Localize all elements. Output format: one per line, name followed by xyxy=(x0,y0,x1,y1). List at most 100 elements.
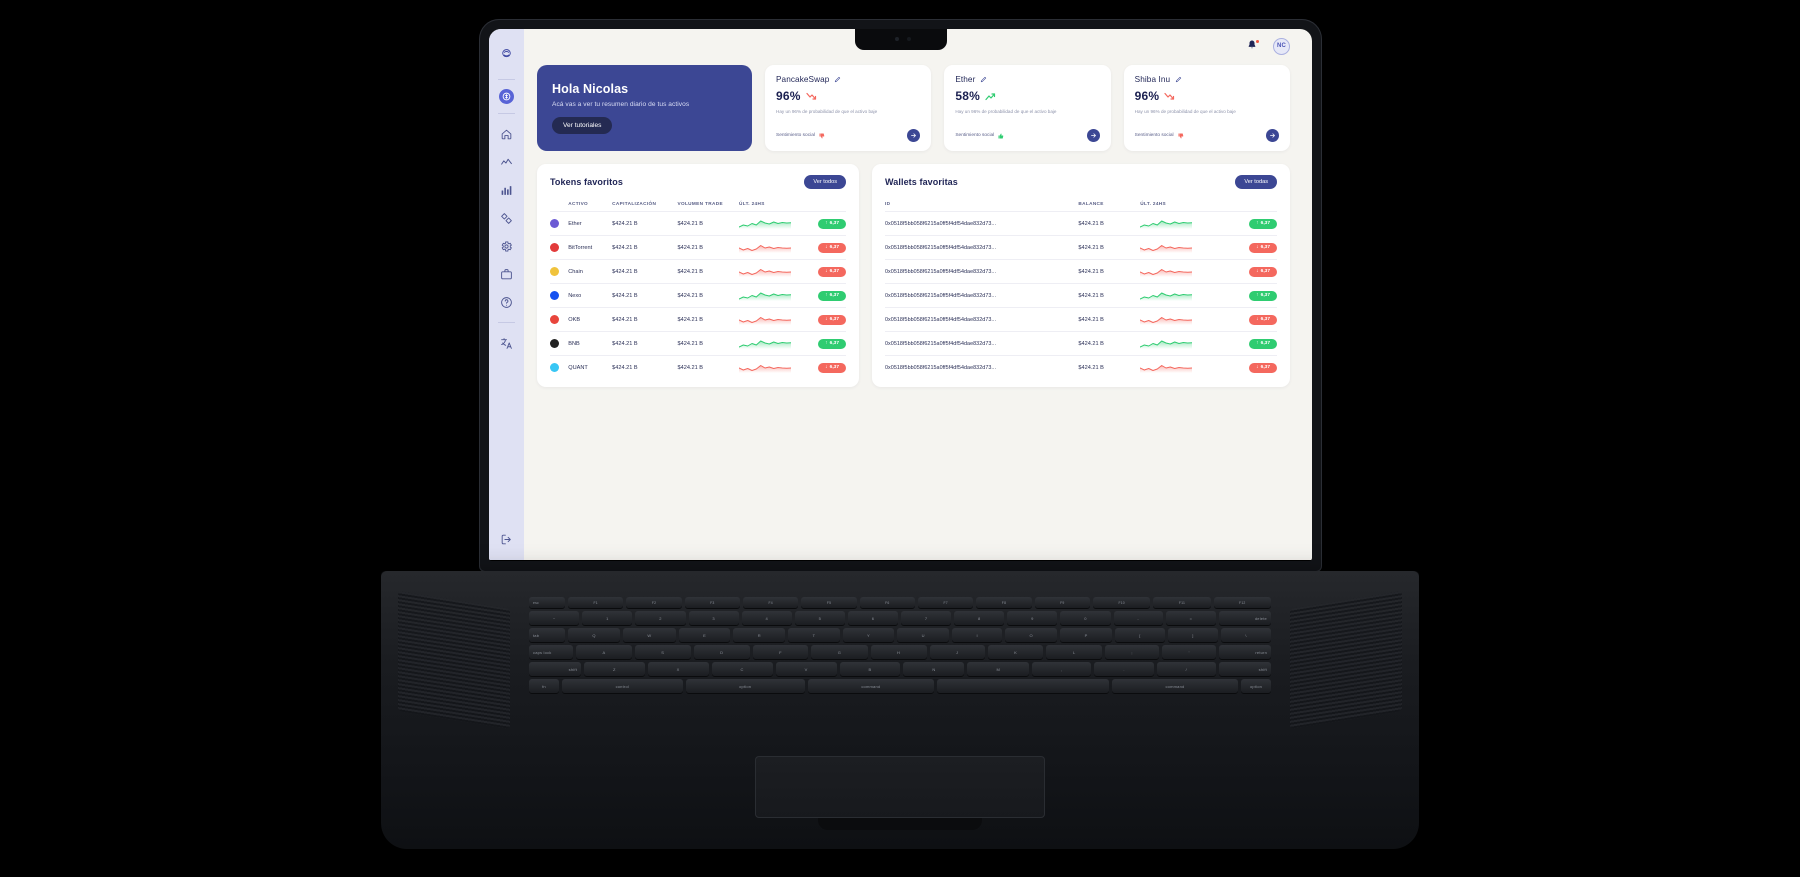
keyboard-key[interactable]: F3 xyxy=(684,597,740,608)
sidebar-item-portfolio[interactable] xyxy=(496,263,518,285)
stat-card-action-button[interactable] xyxy=(907,129,921,142)
sidebar-item-statistics[interactable] xyxy=(496,179,518,201)
keyboard-key[interactable]: F9 xyxy=(1034,597,1090,608)
keyboard-key[interactable]: W xyxy=(623,628,676,642)
keyboard-key[interactable]: tab xyxy=(528,628,565,642)
keyboard-key[interactable]: 7 xyxy=(901,611,952,625)
sidebar-item-trends[interactable] xyxy=(496,151,518,173)
table-row[interactable]: BitTorrent $424.21 B $424.21 B ↓ 6,37 xyxy=(550,235,846,260)
sidebar-item-help[interactable] xyxy=(496,291,518,313)
arrow-right-icon[interactable] xyxy=(1269,132,1276,139)
keyboard-key[interactable]: F2 xyxy=(626,597,682,608)
table-row[interactable]: 0x0518f5bb058f6215a0ff5f4df54dae832d73..… xyxy=(885,307,1277,332)
keyboard-key[interactable]: command xyxy=(807,679,934,693)
keyboard-key[interactable]: F7 xyxy=(917,597,974,608)
keyboard-key[interactable]: shift xyxy=(1218,662,1271,676)
keyboard-key[interactable]: M xyxy=(967,662,1030,676)
table-row[interactable]: 0x0518f5bb058f6215a0ff5f4df54dae832d73..… xyxy=(885,211,1277,236)
keyboard-key[interactable]: ] xyxy=(1167,628,1218,642)
keyboard-key[interactable]: delete xyxy=(1218,611,1271,625)
keyboard-key[interactable]: S xyxy=(634,645,691,659)
pencil-icon[interactable] xyxy=(980,76,987,83)
keyboard-key[interactable]: shift xyxy=(529,662,582,676)
stat-card-action-button[interactable] xyxy=(1265,129,1279,142)
keyboard-key[interactable]: F12 xyxy=(1213,597,1271,608)
bell-icon[interactable] xyxy=(1246,39,1260,53)
table-row[interactable]: OKB $424.21 B $424.21 B ↓ 6,37 xyxy=(550,307,846,332)
keyboard-key[interactable]: N xyxy=(903,662,965,676)
pencil-icon[interactable] xyxy=(1175,76,1182,83)
table-row[interactable]: BNB $424.21 B $424.21 B ↑ 6,37 xyxy=(550,331,846,356)
keyboard-key[interactable]: F10 xyxy=(1092,597,1151,608)
keyboard-key[interactable]: - xyxy=(1113,611,1163,625)
keyboard-key[interactable]: Y xyxy=(842,628,895,642)
sidebar-item-settings[interactable] xyxy=(496,235,518,257)
tokens-view-all-button[interactable]: Ver todos xyxy=(804,175,846,189)
pencil-icon[interactable] xyxy=(834,76,841,83)
keyboard-key[interactable]: V xyxy=(775,662,837,676)
table-row[interactable]: 0x0518f5bb058f6215a0ff5f4df54dae832d73..… xyxy=(885,283,1277,308)
keyboard-key[interactable]: U xyxy=(897,628,950,642)
keyboard-key[interactable]: G xyxy=(811,645,868,659)
keyboard-key[interactable]: F4 xyxy=(743,597,799,608)
keyboard-key[interactable]: , xyxy=(1032,662,1092,676)
keyboard-key[interactable]: P xyxy=(1060,628,1112,642)
keyboard-key[interactable]: ' xyxy=(1162,645,1217,659)
keyboard-key[interactable]: 0 xyxy=(1060,611,1111,625)
keyboard-key[interactable]: option xyxy=(1241,679,1272,693)
keyboard-key[interactable]: 8 xyxy=(954,611,1005,625)
table-row[interactable]: 0x0518f5bb058f6215a0ff5f4df54dae832d73..… xyxy=(885,355,1277,379)
keyboard-key[interactable]: control xyxy=(562,679,683,693)
keyboard-key[interactable]: 2 xyxy=(635,611,686,625)
keyboard-key[interactable]: F1 xyxy=(568,597,624,608)
table-row[interactable]: QUANT $424.21 B $424.21 B ↓ 6,37 xyxy=(550,355,846,379)
keyboard-key[interactable]: = xyxy=(1165,611,1216,625)
sidebar-item-language[interactable] xyxy=(496,332,518,354)
keyboard-key[interactable]: 3 xyxy=(688,611,739,625)
keyboard-key[interactable]: option xyxy=(685,679,805,693)
keyboard-key[interactable]: Q xyxy=(567,628,621,642)
keyboard-key[interactable]: B xyxy=(839,662,901,676)
keyboard-key[interactable]: H xyxy=(870,645,927,659)
sidebar-item-coin[interactable] xyxy=(499,89,514,104)
keyboard-key[interactable]: 9 xyxy=(1007,611,1058,625)
wallets-view-all-button[interactable]: Ver todas xyxy=(1235,175,1277,189)
keyboard-key[interactable]: Z xyxy=(584,662,645,676)
arrow-right-icon[interactable] xyxy=(1090,132,1097,139)
keyboard-key[interactable]: T xyxy=(788,628,840,642)
keyboard-key[interactable]: fn xyxy=(529,679,559,693)
keyboard-key[interactable]: O xyxy=(1005,628,1058,642)
keyboard-key[interactable]: F6 xyxy=(859,597,915,608)
keyboard-key[interactable]: C xyxy=(711,662,773,676)
keyboard-key[interactable]: X xyxy=(647,662,709,676)
sidebar-item-logout[interactable] xyxy=(496,528,518,550)
sidebar-item-tokens[interactable] xyxy=(496,207,518,229)
keyboard-key[interactable]: command xyxy=(1111,679,1239,693)
keyboard-key[interactable]: E xyxy=(678,628,731,642)
sidebar-item-home[interactable] xyxy=(496,123,518,145)
keyboard-key[interactable]: J xyxy=(929,645,985,659)
stat-card-action-button[interactable] xyxy=(1086,129,1100,142)
keyboard-key[interactable]: return xyxy=(1219,645,1272,659)
keyboard-key[interactable]: F11 xyxy=(1153,597,1211,608)
tutorials-button[interactable]: Ver tutoriales xyxy=(552,117,613,134)
keyboard-key[interactable]: F8 xyxy=(976,597,1032,608)
keyboard-key[interactable]: A xyxy=(576,645,632,659)
keyboard-key[interactable]: F xyxy=(752,645,809,659)
table-row[interactable]: 0x0518f5bb058f6215a0ff5f4df54dae832d73..… xyxy=(885,235,1277,260)
keyboard-key[interactable]: R xyxy=(733,628,786,642)
keyboard-key[interactable]: L xyxy=(1046,645,1102,659)
arrow-right-icon[interactable] xyxy=(910,132,917,139)
keyboard-key[interactable] xyxy=(936,679,1109,693)
keyboard-key[interactable]: K xyxy=(987,645,1044,659)
table-row[interactable]: Nexo $424.21 B $424.21 B ↑ 6,37 xyxy=(550,283,846,308)
avatar[interactable]: NC xyxy=(1273,37,1290,55)
keyboard-key[interactable]: D xyxy=(693,645,750,659)
table-row[interactable]: 0x0518f5bb058f6215a0ff5f4df54dae832d73..… xyxy=(885,331,1277,356)
table-row[interactable]: Chain $424.21 B $424.21 B ↓ 6,37 xyxy=(550,259,846,284)
keyboard-key[interactable]: . xyxy=(1094,662,1154,676)
keyboard-key[interactable]: 1 xyxy=(582,611,633,625)
keyboard-key[interactable]: esc xyxy=(529,597,566,608)
keyboard-key[interactable]: 4 xyxy=(741,611,792,625)
keyboard-key[interactable]: F5 xyxy=(801,597,857,608)
